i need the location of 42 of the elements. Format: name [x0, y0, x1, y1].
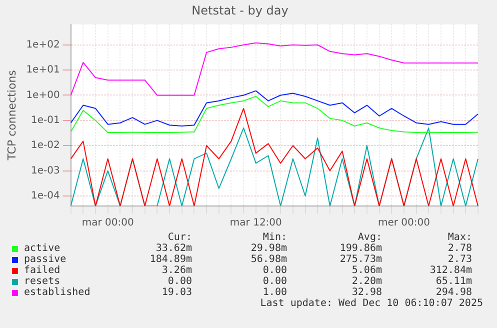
x-tick-label: mar 12:00 — [230, 218, 282, 229]
text: 1.00 — [262, 287, 287, 298]
legend-label: active — [24, 243, 60, 254]
legend-label: passive — [24, 254, 66, 265]
text: 275.73m — [338, 254, 382, 265]
y-tick-label: 1e+02 — [26, 39, 60, 50]
text: 312.84m — [428, 265, 472, 276]
text: 33.62m — [154, 243, 192, 254]
text: 32.98 — [350, 287, 382, 298]
legend-label: established — [24, 287, 90, 298]
text: 56.98m — [250, 254, 287, 265]
text: 29.98m — [250, 243, 287, 254]
text: 184.89m — [148, 254, 192, 265]
text: Avg: — [356, 232, 382, 243]
text: 2.20m — [350, 276, 382, 287]
text: 0.00 — [166, 276, 192, 287]
text: Max: — [446, 232, 472, 243]
text: 5.06m — [350, 265, 382, 276]
chart-title: Netstat - by day — [192, 3, 288, 18]
legend-label: resets — [24, 276, 60, 287]
text: 3.26m — [160, 265, 192, 276]
y-tick-label: 1e-03 — [30, 165, 60, 176]
text: 0.00 — [262, 276, 287, 287]
y-tick-label: 1e-02 — [30, 140, 60, 152]
legend-label: failed — [24, 265, 60, 276]
text: 199.86m — [338, 243, 382, 254]
y-axis-title: TCP connections — [5, 70, 18, 162]
text: 294.98 — [434, 287, 472, 298]
text: Cur: — [166, 232, 192, 243]
text: Min: — [262, 232, 287, 243]
y-tick-label: 1e-04 — [30, 190, 60, 202]
text: 19.03 — [160, 287, 192, 298]
x-tick-label: mar 00:00 — [82, 218, 134, 229]
y-tick-label: 1e-01 — [30, 115, 60, 126]
text: 2.73 — [446, 254, 472, 265]
y-tick-label: 1e+01 — [26, 64, 60, 76]
y-tick-label: 1e+00 — [26, 90, 60, 101]
text: 0.00 — [262, 265, 287, 276]
text: 65.11m — [434, 276, 472, 287]
text: Last update: Wed Dec 10 06:10:07 2025 — [259, 298, 483, 309]
text: 2.78 — [446, 243, 472, 254]
x-tick-label: mer 00:00 — [378, 218, 430, 229]
